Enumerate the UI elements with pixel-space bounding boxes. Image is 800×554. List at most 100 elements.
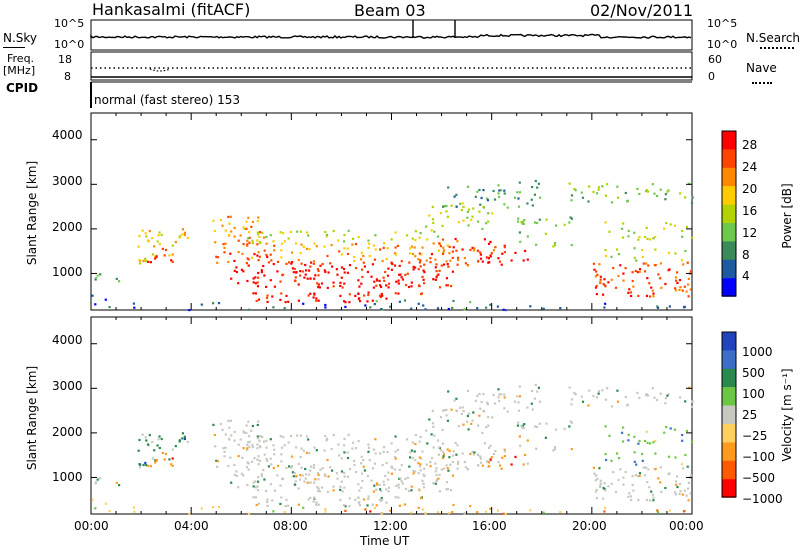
velocity-cell [313,446,316,449]
power-cell [379,284,382,287]
power-cell [200,303,203,306]
power-cell [455,193,458,196]
power-cell [394,292,397,295]
velocity-cell [324,434,327,438]
power-cell [497,257,500,260]
velocity-cell [522,426,525,429]
velocity-cell [400,464,403,467]
velocity-cell [158,446,161,450]
velocity-cell [621,431,624,434]
velocity-cell [315,501,318,504]
power-cell [435,270,438,273]
velocity-cell [679,490,682,493]
velocity-cell [646,481,649,484]
power-cell [228,222,231,225]
velocity-cell [419,469,422,472]
power-cell [641,248,644,252]
velocity-cell [228,426,231,429]
velocity-cell [664,486,667,490]
power-cell [442,251,445,254]
power-cell [436,274,439,277]
velocity-cell [497,396,500,399]
velocity-cell [435,480,438,483]
velocity-cell [657,477,660,480]
power-cell [483,238,486,241]
power-cell [241,252,244,255]
power-cell [482,206,486,209]
velocity-cell [314,478,317,481]
power-cell [657,273,660,276]
power-cell [678,288,681,292]
power-cell [343,282,346,285]
velocity-cell [498,464,502,467]
velocity-cell [435,467,438,470]
power-cell [462,219,465,222]
velocity-cell [94,507,97,510]
velocity-cell [441,456,445,460]
velocity-cell [400,480,403,483]
velocity-cell [373,484,376,487]
velocity-cell [588,389,591,392]
power-cell [678,279,682,282]
power-cell [479,257,483,260]
power-cell [148,230,151,233]
velocity-cell [245,466,248,469]
power-cell [273,244,276,247]
power-cell [486,197,489,200]
power-cell [142,259,145,263]
velocity-cell [687,487,690,490]
velocity-cell [237,455,240,458]
velocity-cell [487,461,490,464]
power-cell [394,253,397,256]
power-cell [441,238,444,241]
velocity-cell [523,423,526,426]
power-cell [258,235,261,239]
power-cell [573,187,576,191]
velocity-cell [592,466,595,469]
velocity-cell [312,500,315,503]
power-cell [352,237,355,240]
power-cell [414,230,417,233]
velocity-cell [450,408,453,411]
power-cell [626,199,629,202]
velocity-cell [256,458,259,461]
power-cell [323,245,326,248]
velocity-cell [272,467,275,470]
power-cell [304,263,307,267]
power-cell [397,292,400,295]
power-cell [296,230,299,233]
freq-label: Freq. [7,52,35,65]
velocity-cell [570,448,573,451]
velocity-cell [390,472,393,475]
power-cell [227,215,230,218]
power-cell [517,205,520,208]
velocity-cell [452,450,455,453]
power-cell [289,230,293,234]
velocity-cell [650,490,653,493]
velocity-cell [291,471,294,474]
power-cell [659,277,662,280]
velocity-cell [223,450,226,453]
velocity-cell [332,485,335,488]
velocity-cell [323,473,326,476]
velocity-cell [568,386,571,389]
velocity-cell [410,449,413,452]
power-cell [316,268,319,271]
power-cell [654,248,657,251]
velocity-cell [317,503,320,506]
power-cell [604,285,607,288]
power-cell [326,254,329,258]
power-cell [604,221,607,224]
power-cell [610,201,613,204]
power-cell [476,190,479,193]
power-cell [386,247,389,250]
velocity-cell [486,403,489,406]
power-cell [256,243,259,246]
power-cell [295,271,298,274]
velocity-cell [364,508,367,511]
velocity-cell [482,393,485,396]
velocity-colorbar-frame [721,331,737,498]
power-cell [411,252,415,256]
velocity-cell [520,424,523,428]
velocity-cell [257,475,260,479]
